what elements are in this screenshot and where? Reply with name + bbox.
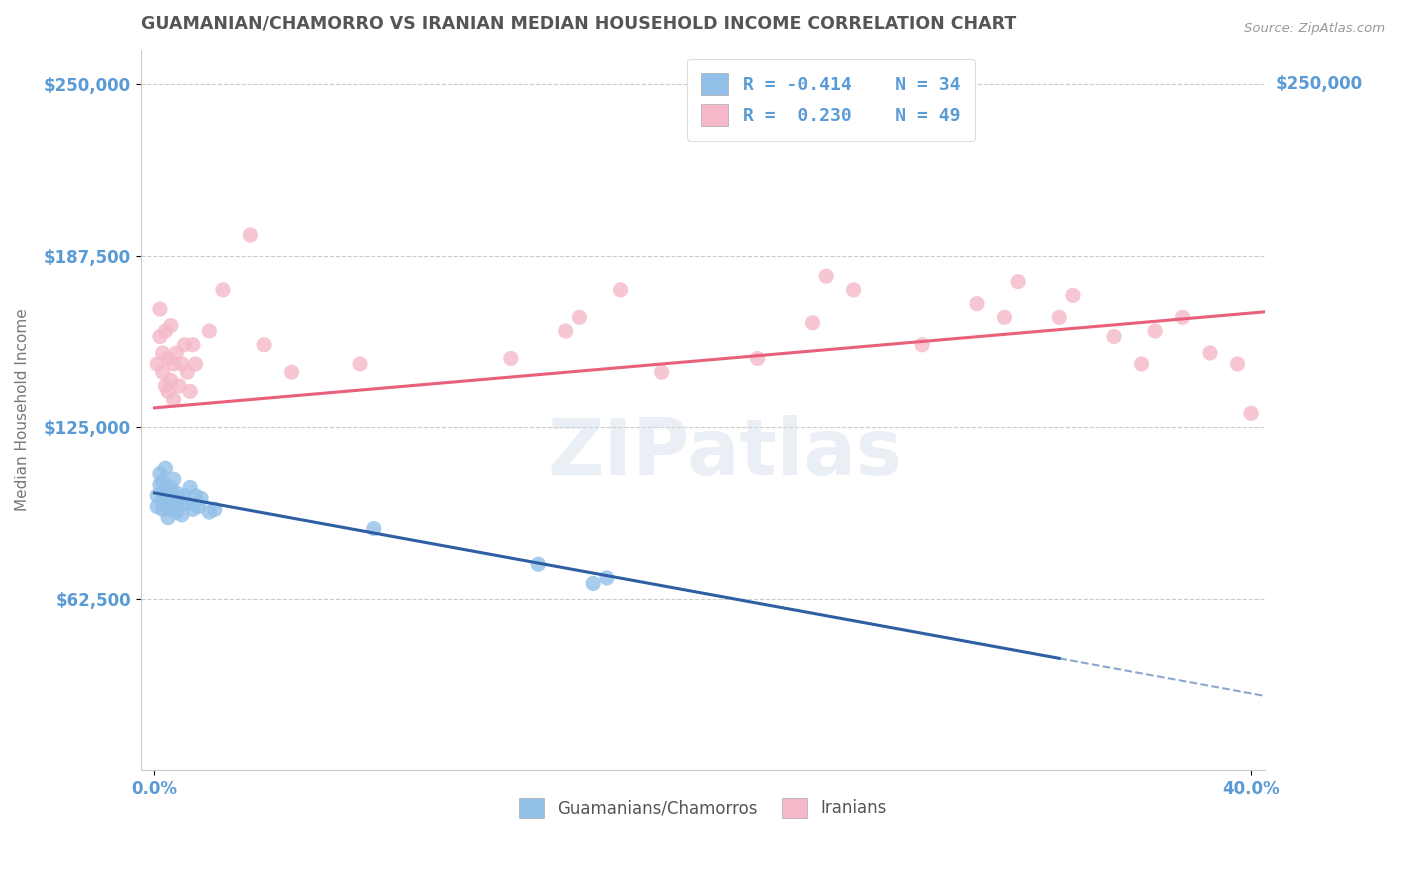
Point bbox=[190, 491, 212, 506]
Point bbox=[204, 502, 226, 516]
Point bbox=[173, 337, 195, 351]
Point bbox=[152, 365, 174, 379]
Point bbox=[198, 505, 221, 519]
Point bbox=[146, 357, 169, 371]
Point bbox=[149, 302, 172, 317]
Point bbox=[966, 296, 988, 310]
Point bbox=[167, 379, 190, 393]
Point bbox=[162, 392, 184, 407]
Point bbox=[1047, 310, 1070, 325]
Point bbox=[499, 351, 522, 366]
Point bbox=[181, 502, 204, 516]
Point bbox=[582, 576, 605, 591]
Point bbox=[747, 351, 769, 366]
Point bbox=[157, 384, 180, 399]
Point bbox=[160, 480, 183, 494]
Point bbox=[363, 522, 385, 536]
Point bbox=[1062, 288, 1084, 302]
Point bbox=[568, 310, 591, 325]
Point bbox=[162, 497, 184, 511]
Point bbox=[152, 475, 174, 489]
Point bbox=[815, 269, 838, 284]
Point bbox=[155, 461, 177, 475]
Point bbox=[152, 502, 174, 516]
Point bbox=[155, 379, 177, 393]
Point bbox=[149, 329, 172, 343]
Point bbox=[149, 467, 172, 481]
Point bbox=[165, 346, 187, 360]
Point bbox=[170, 508, 193, 522]
Point bbox=[152, 346, 174, 360]
Point bbox=[146, 489, 169, 503]
Point bbox=[149, 477, 172, 491]
Point bbox=[165, 505, 187, 519]
Legend: Guamanians/Chamorros, Iranians: Guamanians/Chamorros, Iranians bbox=[510, 789, 896, 827]
Point bbox=[176, 497, 198, 511]
Point bbox=[1130, 357, 1153, 371]
Point bbox=[157, 351, 180, 366]
Point bbox=[162, 357, 184, 371]
Point bbox=[162, 472, 184, 486]
Point bbox=[842, 283, 865, 297]
Point bbox=[157, 510, 180, 524]
Point bbox=[1226, 357, 1249, 371]
Text: $250,000: $250,000 bbox=[1277, 75, 1364, 93]
Point bbox=[170, 497, 193, 511]
Point bbox=[155, 483, 177, 498]
Point bbox=[160, 318, 183, 333]
Point bbox=[1240, 406, 1263, 420]
Point bbox=[253, 337, 276, 351]
Point bbox=[596, 571, 619, 585]
Text: GUAMANIAN/CHAMORRO VS IRANIAN MEDIAN HOUSEHOLD INCOME CORRELATION CHART: GUAMANIAN/CHAMORRO VS IRANIAN MEDIAN HOU… bbox=[141, 15, 1017, 33]
Point bbox=[184, 489, 207, 503]
Point bbox=[1102, 329, 1125, 343]
Point bbox=[1171, 310, 1194, 325]
Point bbox=[1199, 346, 1222, 360]
Point bbox=[160, 502, 183, 516]
Point bbox=[160, 373, 183, 387]
Y-axis label: Median Household Income: Median Household Income bbox=[15, 309, 30, 511]
Point bbox=[280, 365, 302, 379]
Point bbox=[184, 357, 207, 371]
Point bbox=[198, 324, 221, 338]
Point bbox=[155, 324, 177, 338]
Point bbox=[609, 283, 631, 297]
Point bbox=[1007, 275, 1029, 289]
Point bbox=[349, 357, 371, 371]
Point bbox=[801, 316, 824, 330]
Point bbox=[527, 558, 550, 572]
Point bbox=[170, 357, 193, 371]
Text: Source: ZipAtlas.com: Source: ZipAtlas.com bbox=[1244, 22, 1385, 36]
Point bbox=[181, 337, 204, 351]
Point bbox=[179, 384, 201, 399]
Point bbox=[167, 491, 190, 506]
Point bbox=[152, 494, 174, 508]
Point bbox=[212, 283, 235, 297]
Text: ZIPatlas: ZIPatlas bbox=[548, 415, 903, 491]
Point bbox=[179, 480, 201, 494]
Point bbox=[911, 337, 934, 351]
Point bbox=[187, 500, 209, 514]
Point bbox=[146, 500, 169, 514]
Point bbox=[176, 365, 198, 379]
Point bbox=[173, 489, 195, 503]
Point bbox=[651, 365, 673, 379]
Point bbox=[239, 227, 262, 242]
Point bbox=[165, 486, 187, 500]
Point bbox=[993, 310, 1015, 325]
Point bbox=[554, 324, 576, 338]
Point bbox=[1144, 324, 1167, 338]
Point bbox=[157, 489, 180, 503]
Point bbox=[155, 491, 177, 506]
